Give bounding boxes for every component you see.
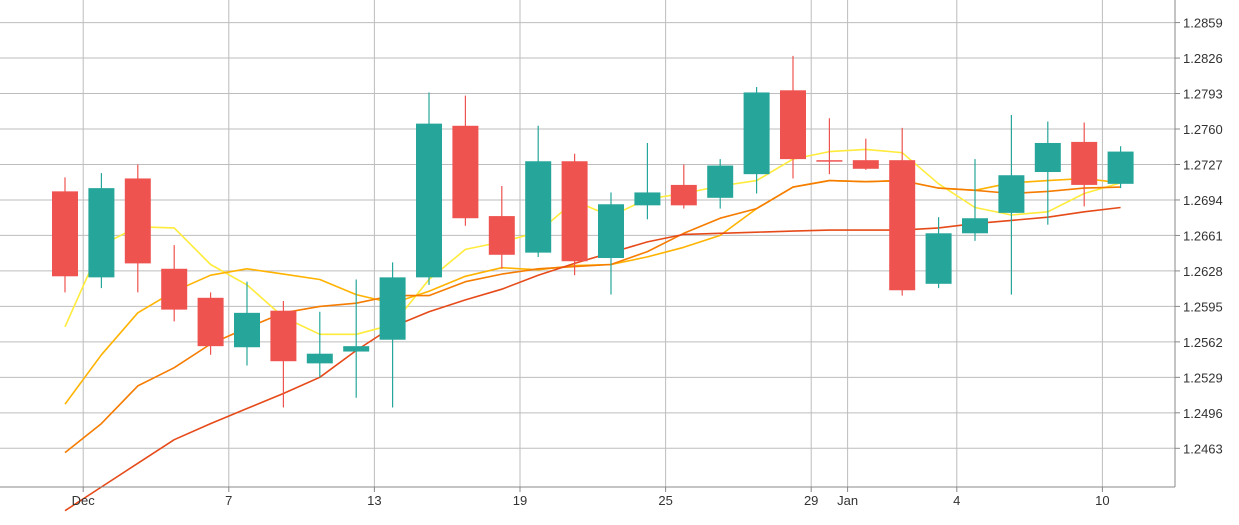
candle-body: [852, 160, 879, 169]
candle: [197, 292, 224, 355]
candle: [452, 95, 479, 226]
candle-body: [343, 346, 370, 352]
candle: [780, 55, 806, 179]
candle: [343, 279, 370, 398]
candle-body: [452, 125, 479, 219]
candle: [670, 164, 697, 209]
grid-layer: [0, 0, 1175, 487]
candle: [52, 177, 78, 293]
x-tick-label: 25: [658, 493, 672, 508]
candle: [525, 125, 552, 257]
y-tick-label: 1.2727: [1183, 157, 1223, 172]
candle-body: [707, 165, 734, 198]
candle-body: [889, 160, 916, 291]
candle-body: [598, 204, 624, 259]
candle-body: [379, 277, 406, 340]
candle-body: [1107, 151, 1134, 184]
x-tick-label: 7: [225, 493, 232, 508]
candle: [379, 262, 406, 408]
candle: [852, 138, 879, 170]
y-tick-label: 1.2826: [1183, 51, 1223, 66]
y-tick-label: 1.2529: [1183, 370, 1223, 385]
candle: [1071, 122, 1098, 207]
candle: [416, 92, 442, 285]
moving-average-line: [64, 177, 1121, 405]
candle-body: [634, 192, 661, 206]
candle: [1107, 146, 1134, 189]
x-tick-label: 10: [1095, 493, 1109, 508]
candle: [998, 115, 1025, 295]
candle-body: [743, 92, 770, 175]
candle-body: [197, 297, 224, 347]
x-tick-label: Dec: [72, 493, 96, 508]
candle-body: [52, 191, 78, 277]
candle: [962, 159, 988, 241]
candle-body: [780, 90, 806, 160]
x-tick-label: 13: [367, 493, 381, 508]
x-tick-label: 29: [804, 493, 818, 508]
moving-average-line: [64, 206, 1121, 512]
y-tick-label: 1.2628: [1183, 264, 1223, 279]
y-tick-label: 1.2595: [1183, 299, 1223, 314]
candles-layer: [52, 55, 1134, 408]
candle: [925, 217, 952, 289]
y-tick-label: 1.2859: [1183, 16, 1223, 31]
candle: [707, 159, 734, 209]
candle-body: [525, 161, 552, 253]
candle: [598, 192, 624, 295]
candle: [88, 173, 115, 289]
candle-body: [488, 216, 515, 255]
candle-body: [816, 160, 843, 162]
candle: [561, 153, 588, 276]
y-tick-label: 1.2760: [1183, 122, 1223, 137]
candle: [124, 164, 151, 293]
candle: [270, 301, 297, 408]
candle: [306, 311, 333, 378]
y-tick-label: 1.2463: [1183, 441, 1223, 456]
candle-body: [270, 310, 297, 362]
candle-body: [925, 233, 952, 284]
candle-body: [124, 178, 151, 264]
candle-body: [670, 184, 697, 206]
candle-body: [234, 312, 260, 348]
axes-layer: 1.2463 1.2496 1.2529 1.2562 1.2595 1.2628 1.26…: [0, 0, 1223, 508]
candle: [816, 118, 843, 175]
y-tick-label: 1.2661: [1183, 228, 1223, 243]
candle: [488, 185, 515, 269]
candle: [234, 281, 260, 366]
candle-body: [416, 123, 442, 278]
y-tick-label: 1.2793: [1183, 87, 1223, 102]
candle: [743, 87, 770, 194]
candle: [889, 127, 916, 296]
y-tick-label: 1.2694: [1183, 193, 1223, 208]
candle: [161, 245, 188, 322]
candle-body: [161, 268, 188, 310]
candle: [1034, 121, 1061, 225]
candle-body: [561, 161, 588, 262]
x-tick-label: 4: [953, 493, 960, 508]
candle-body: [88, 188, 115, 278]
candle-body: [962, 218, 988, 234]
x-tick-label: 19: [513, 493, 527, 508]
candle: [634, 142, 661, 220]
y-tick-label: 1.2496: [1183, 406, 1223, 421]
y-tick-label: 1.2562: [1183, 335, 1223, 350]
candle-body: [998, 175, 1025, 213]
x-tick-label: Jan: [837, 493, 858, 508]
candle-body: [306, 353, 333, 364]
candle-body: [1071, 141, 1098, 185]
candle-body: [1034, 142, 1061, 173]
